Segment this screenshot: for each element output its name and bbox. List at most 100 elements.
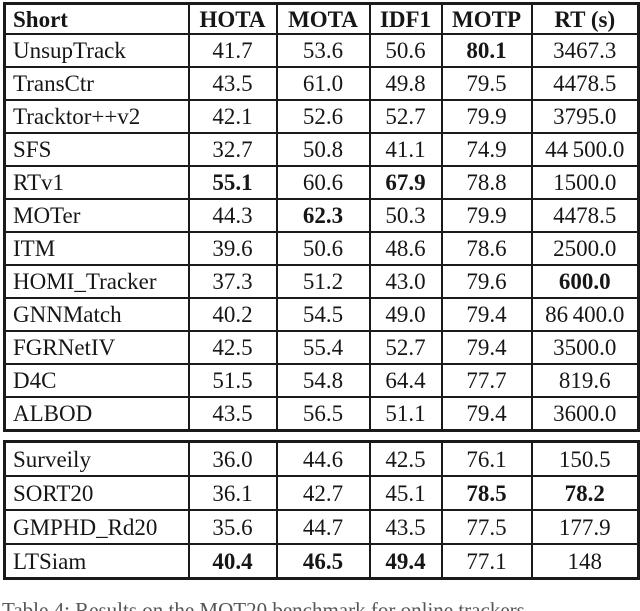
cell-motp: 79.4 — [440, 396, 533, 432]
cell-hota: 51.5 — [187, 363, 278, 398]
cell-hota: 40.4 — [187, 543, 278, 580]
cell-motp: 79.6 — [440, 264, 533, 299]
cell-rt: 1500.0 — [530, 165, 640, 200]
cell-rt: 3600.0 — [530, 396, 640, 432]
column-header-short: Short — [3, 2, 190, 35]
cell-rt: 3467.3 — [530, 33, 640, 68]
cell-short: UnsupTrack — [3, 33, 190, 68]
cell-idf1: 67.9 — [368, 165, 443, 200]
table-row: SFS 32.7 50.8 41.1 74.9 44 500.0 — [3, 132, 640, 167]
cell-motp: 77.1 — [440, 543, 533, 580]
cell-mota: 50.8 — [275, 132, 371, 167]
cell-hota: 36.1 — [187, 475, 278, 511]
cell-motp: 79.9 — [440, 99, 533, 134]
cell-idf1: 49.0 — [368, 297, 443, 332]
table-row: SORT20 36.1 42.7 45.1 78.5 78.2 — [3, 475, 640, 511]
cell-mota: 61.0 — [275, 66, 371, 101]
column-header-rt: RT (s) — [530, 2, 640, 35]
cell-motp: 80.1 — [440, 33, 533, 68]
cell-motp: 78.8 — [440, 165, 533, 200]
cell-short: ITM — [3, 231, 190, 266]
cell-idf1: 64.4 — [368, 363, 443, 398]
cell-hota: 35.6 — [187, 509, 278, 545]
cell-motp: 77.5 — [440, 509, 533, 545]
cell-rt: 3795.0 — [530, 99, 640, 134]
cell-rt: 44 500.0 — [530, 132, 640, 167]
cell-short: HOMI_Tracker — [3, 264, 190, 299]
cell-idf1: 52.7 — [368, 330, 443, 365]
cell-idf1: 42.5 — [368, 440, 443, 477]
table-row: MOTer 44.3 62.3 50.3 79.9 4478.5 — [3, 198, 640, 233]
column-header-mota: MOTA — [275, 2, 371, 35]
cell-short: D4C — [3, 363, 190, 398]
cell-short: Surveily — [3, 440, 190, 477]
cell-idf1: 50.6 — [368, 33, 443, 68]
cell-idf1: 49.8 — [368, 66, 443, 101]
cell-mota: 44.6 — [275, 440, 371, 477]
cell-hota: 32.7 — [187, 132, 278, 167]
cell-hota: 41.7 — [187, 33, 278, 68]
table-row: FGRNetIV 42.5 55.4 52.7 79.4 3500.0 — [3, 330, 640, 365]
cell-rt: 4478.5 — [530, 198, 640, 233]
cell-hota: 55.1 — [187, 165, 278, 200]
cell-motp: 74.9 — [440, 132, 533, 167]
table-row: GNNMatch 40.2 54.5 49.0 79.4 86 400.0 — [3, 297, 640, 332]
cell-rt: 86 400.0 — [530, 297, 640, 332]
cell-motp: 79.9 — [440, 198, 533, 233]
column-header-hota: HOTA — [187, 2, 278, 35]
results-table-upper-section: Short HOTA MOTA IDF1 MOTP RT (s) UnsupTrack 41… — [3, 2, 640, 432]
column-header-motp: MOTP — [440, 2, 533, 35]
table-row: Tracktor++v2 42.1 52.6 52.7 79.9 3795.0 — [3, 99, 640, 134]
table-row: ITM 39.6 50.6 48.6 78.6 2500.0 — [3, 231, 640, 266]
cell-short: SFS — [3, 132, 190, 167]
cell-mota: 44.7 — [275, 509, 371, 545]
table-row: Surveily 36.0 44.6 42.5 76.1 150.5 — [3, 440, 640, 477]
results-table-lower-section: Surveily 36.0 44.6 42.5 76.1 150.5 SORT20 36.1 4… — [3, 440, 640, 580]
cell-hota: 43.5 — [187, 66, 278, 101]
cell-rt: 4478.5 — [530, 66, 640, 101]
cell-short: SORT20 — [3, 475, 190, 511]
cell-hota: 43.5 — [187, 396, 278, 432]
cell-idf1: 52.7 — [368, 99, 443, 134]
cell-short: TransCtr — [3, 66, 190, 101]
cell-idf1: 41.1 — [368, 132, 443, 167]
cell-short: ALBOD — [3, 396, 190, 432]
cell-short: RTv1 — [3, 165, 190, 200]
cell-hota: 37.3 — [187, 264, 278, 299]
cell-idf1: 43.5 — [368, 509, 443, 545]
table-header-row: Short HOTA MOTA IDF1 MOTP RT (s) — [3, 2, 640, 35]
cell-rt: 148 — [530, 543, 640, 580]
cell-idf1: 45.1 — [368, 475, 443, 511]
cell-hota: 39.6 — [187, 231, 278, 266]
cell-mota: 55.4 — [275, 330, 371, 365]
cell-rt: 150.5 — [530, 440, 640, 477]
cell-motp: 77.7 — [440, 363, 533, 398]
cell-hota: 42.1 — [187, 99, 278, 134]
cell-short: GMPHD_Rd20 — [3, 509, 190, 545]
table-row: RTv1 55.1 60.6 67.9 78.8 1500.0 — [3, 165, 640, 200]
cell-mota: 50.6 — [275, 231, 371, 266]
table-row: HOMI_Tracker 37.3 51.2 43.0 79.6 600.0 — [3, 264, 640, 299]
cell-mota: 46.5 — [275, 543, 371, 580]
cell-mota: 56.5 — [275, 396, 371, 432]
cell-motp: 79.4 — [440, 297, 533, 332]
cell-rt: 600.0 — [530, 264, 640, 299]
cell-motp: 78.6 — [440, 231, 533, 266]
table-row: D4C 51.5 54.8 64.4 77.7 819.6 — [3, 363, 640, 398]
cell-short: LTSiam — [3, 543, 190, 580]
table-caption: Table 4: Results on the MOT20 benchmark … — [2, 598, 525, 611]
cell-idf1: 43.0 — [368, 264, 443, 299]
cell-idf1: 48.6 — [368, 231, 443, 266]
cell-hota: 44.3 — [187, 198, 278, 233]
cell-mota: 54.5 — [275, 297, 371, 332]
cell-rt: 819.6 — [530, 363, 640, 398]
table-row: GMPHD_Rd20 35.6 44.7 43.5 77.5 177.9 — [3, 509, 640, 545]
cell-mota: 42.7 — [275, 475, 371, 511]
cell-motp: 78.5 — [440, 475, 533, 511]
cell-rt: 2500.0 — [530, 231, 640, 266]
cell-mota: 51.2 — [275, 264, 371, 299]
cell-short: FGRNetIV — [3, 330, 190, 365]
table-row: LTSiam 40.4 46.5 49.4 77.1 148 — [3, 543, 640, 580]
table-row: TransCtr 43.5 61.0 49.8 79.5 4478.5 — [3, 66, 640, 101]
cell-hota: 42.5 — [187, 330, 278, 365]
